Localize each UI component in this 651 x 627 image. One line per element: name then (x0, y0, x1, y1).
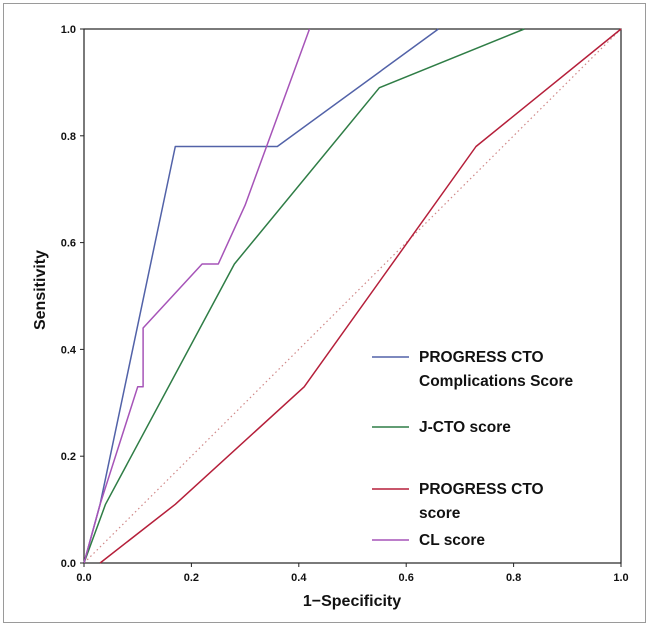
y-tick-label: 0.0 (61, 558, 76, 570)
y-tick-label: 0.2 (61, 451, 76, 463)
x-tick-label: 0.4 (291, 572, 307, 584)
x-tick-label: 1.0 (613, 572, 628, 584)
y-tick-label: 0.8 (61, 131, 76, 143)
legend-label-3: CL score (419, 532, 485, 549)
reference-diagonal (83, 28, 622, 564)
x-tick-label: 0.0 (76, 572, 91, 584)
series-line-3 (83, 28, 311, 564)
legend-label-0: Complications Score (419, 373, 574, 390)
y-tick-label: 0.4 (61, 344, 77, 356)
legend-label-0: PROGRESS CTO (419, 349, 544, 366)
x-axis-title: 1−Specificity (303, 593, 401, 610)
y-axis-title: Sensitivity (32, 250, 49, 330)
x-tick-label: 0.6 (399, 572, 414, 584)
legend: PROGRESS CTO Complications Score J-CTO sco… (372, 349, 574, 549)
series-line-2 (99, 28, 622, 564)
x-tick-label: 0.8 (506, 572, 521, 584)
legend-label-2: score (419, 505, 461, 522)
legend-label-1: J-CTO score (419, 419, 511, 436)
x-tick-label: 0.2 (184, 572, 199, 584)
legend-label-2: PROGRESS CTO (419, 481, 544, 498)
series-line-1 (83, 28, 525, 564)
y-tick-label: 1.0 (61, 24, 76, 36)
y-tick-label: 0.6 (61, 238, 76, 250)
